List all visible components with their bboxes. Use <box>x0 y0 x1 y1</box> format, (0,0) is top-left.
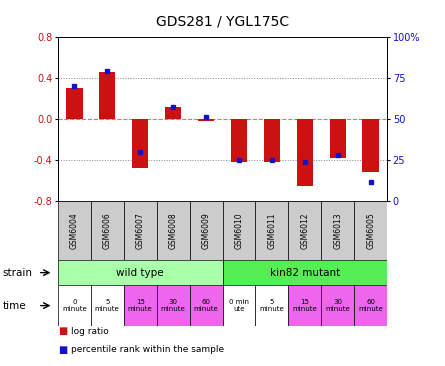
Text: kin82 mutant: kin82 mutant <box>270 268 340 278</box>
Bar <box>58 260 222 285</box>
Bar <box>354 201 387 260</box>
Bar <box>231 119 247 162</box>
Bar <box>157 201 190 260</box>
Text: 5
minute: 5 minute <box>259 299 284 312</box>
Bar <box>132 119 149 168</box>
Bar <box>91 201 124 260</box>
Text: GSM6009: GSM6009 <box>202 212 210 249</box>
Text: 15
minute: 15 minute <box>128 299 153 312</box>
Bar <box>157 285 190 326</box>
Text: GSM6005: GSM6005 <box>366 212 375 249</box>
Text: wild type: wild type <box>116 268 164 278</box>
Text: GSM6010: GSM6010 <box>235 212 243 249</box>
Bar <box>255 201 288 260</box>
Text: 60
minute: 60 minute <box>358 299 383 312</box>
Text: log ratio: log ratio <box>71 327 109 336</box>
Text: GSM6004: GSM6004 <box>70 212 79 249</box>
Text: GSM6008: GSM6008 <box>169 212 178 249</box>
Text: 60
minute: 60 minute <box>194 299 218 312</box>
Bar <box>255 285 288 326</box>
Text: GSM6012: GSM6012 <box>300 212 309 249</box>
Bar <box>190 201 222 260</box>
Bar <box>124 201 157 260</box>
Text: GDS281 / YGL175C: GDS281 / YGL175C <box>156 15 289 29</box>
Text: GSM6013: GSM6013 <box>333 212 342 249</box>
Bar <box>165 107 182 119</box>
Text: 0
minute: 0 minute <box>62 299 87 312</box>
Bar <box>198 119 214 121</box>
Bar <box>296 119 313 186</box>
Text: ■: ■ <box>58 344 67 355</box>
Bar <box>222 201 255 260</box>
Bar <box>362 119 379 172</box>
Bar <box>321 201 354 260</box>
Bar <box>288 201 321 260</box>
Text: time: time <box>2 300 26 311</box>
Bar <box>99 72 116 119</box>
Text: GSM6007: GSM6007 <box>136 212 145 249</box>
Bar <box>91 285 124 326</box>
Text: 30
minute: 30 minute <box>325 299 350 312</box>
Bar <box>190 285 222 326</box>
Bar <box>124 285 157 326</box>
Bar <box>58 285 91 326</box>
Text: strain: strain <box>2 268 32 278</box>
Bar <box>222 260 387 285</box>
Text: 30
minute: 30 minute <box>161 299 186 312</box>
Bar <box>222 285 255 326</box>
Text: GSM6011: GSM6011 <box>267 212 276 249</box>
Bar <box>321 285 354 326</box>
Bar <box>288 285 321 326</box>
Text: 5
minute: 5 minute <box>95 299 120 312</box>
Text: ■: ■ <box>58 326 67 336</box>
Bar <box>330 119 346 158</box>
Text: percentile rank within the sample: percentile rank within the sample <box>71 345 224 354</box>
Text: 15
minute: 15 minute <box>292 299 317 312</box>
Bar <box>58 201 91 260</box>
Text: GSM6006: GSM6006 <box>103 212 112 249</box>
Text: 0 min
ute: 0 min ute <box>229 299 249 312</box>
Bar <box>354 285 387 326</box>
Bar <box>66 88 83 119</box>
Bar <box>264 119 280 162</box>
